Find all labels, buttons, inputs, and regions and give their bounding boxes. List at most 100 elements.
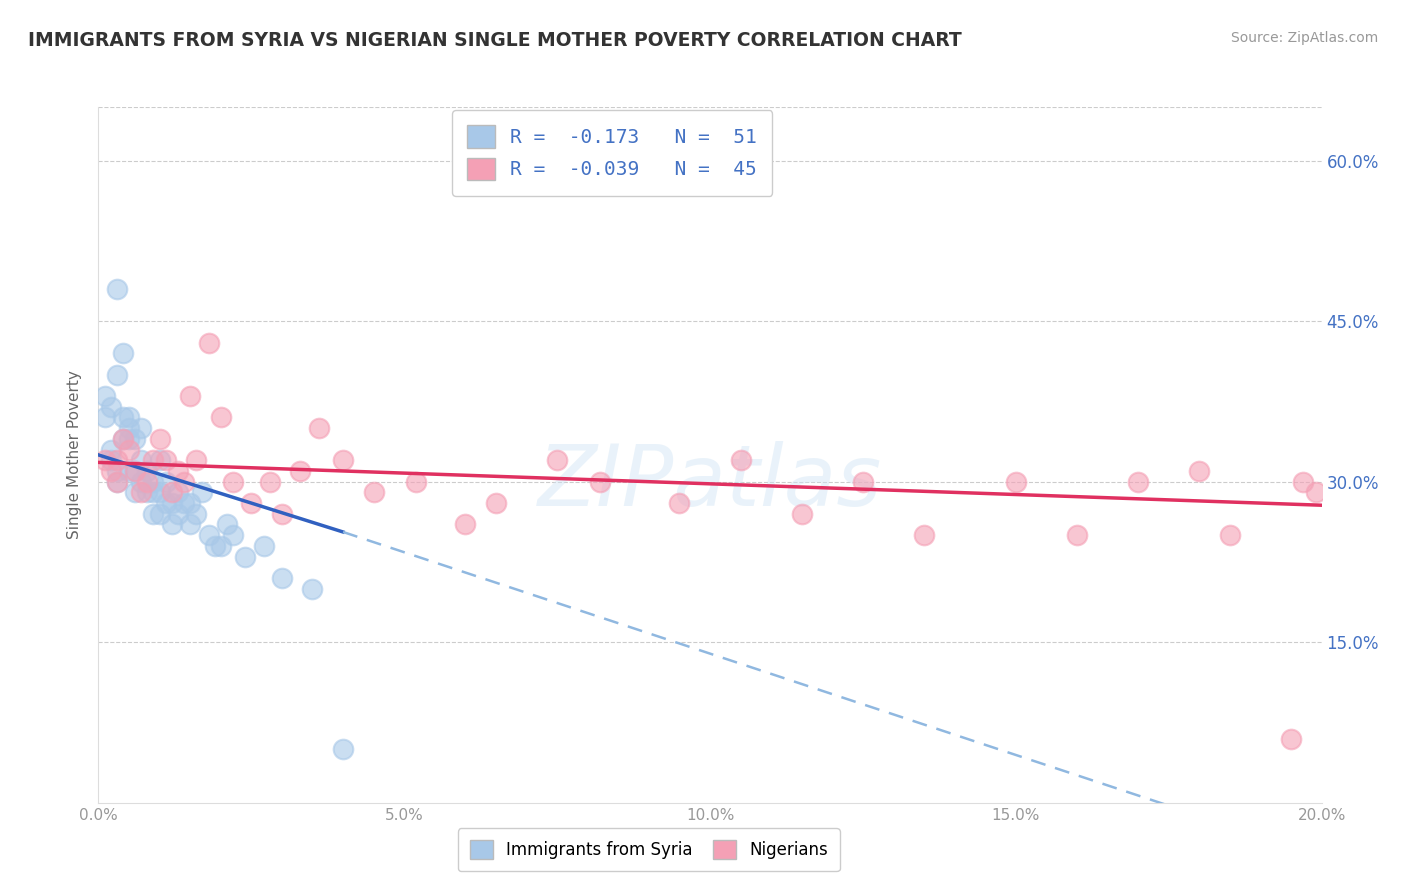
Point xyxy=(290,464,312,478)
Point xyxy=(179,389,201,403)
Point xyxy=(149,507,172,521)
Point xyxy=(668,496,690,510)
Point xyxy=(912,528,935,542)
Point xyxy=(259,475,281,489)
Point xyxy=(100,442,122,457)
Point xyxy=(105,282,128,296)
Point xyxy=(222,475,245,489)
Point xyxy=(105,475,128,489)
Point xyxy=(111,432,134,446)
Point xyxy=(100,453,122,467)
Point xyxy=(136,464,159,478)
Point xyxy=(124,464,146,478)
Point xyxy=(142,475,165,489)
Point xyxy=(129,453,152,467)
Point xyxy=(209,539,232,553)
Point xyxy=(215,517,238,532)
Point xyxy=(160,496,183,510)
Point xyxy=(100,400,122,414)
Point xyxy=(118,432,141,446)
Point xyxy=(142,485,165,500)
Point xyxy=(308,421,330,435)
Point xyxy=(142,453,165,467)
Point xyxy=(222,528,245,542)
Point xyxy=(149,453,172,467)
Point xyxy=(160,485,183,500)
Point xyxy=(93,453,115,467)
Point xyxy=(129,485,152,500)
Point xyxy=(118,442,141,457)
Point xyxy=(186,453,208,467)
Point xyxy=(173,496,195,510)
Point xyxy=(1188,464,1211,478)
Point xyxy=(93,389,115,403)
Point xyxy=(1279,731,1302,746)
Point xyxy=(790,507,813,521)
Point xyxy=(589,475,612,489)
Point xyxy=(105,453,128,467)
Point xyxy=(167,464,190,478)
Point xyxy=(136,485,159,500)
Text: IMMIGRANTS FROM SYRIA VS NIGERIAN SINGLE MOTHER POVERTY CORRELATION CHART: IMMIGRANTS FROM SYRIA VS NIGERIAN SINGLE… xyxy=(28,31,962,50)
Point xyxy=(191,485,214,500)
Point xyxy=(136,475,159,489)
Point xyxy=(1219,528,1241,542)
Point xyxy=(118,410,141,425)
Point xyxy=(270,507,292,521)
Point xyxy=(233,549,256,564)
Point xyxy=(730,453,752,467)
Point xyxy=(186,507,208,521)
Point xyxy=(363,485,385,500)
Point xyxy=(111,432,134,446)
Point xyxy=(197,335,219,350)
Point xyxy=(1066,528,1088,542)
Point xyxy=(852,475,875,489)
Point xyxy=(332,453,354,467)
Point xyxy=(111,410,134,425)
Point xyxy=(129,421,152,435)
Point xyxy=(155,453,177,467)
Point xyxy=(100,464,122,478)
Point xyxy=(105,475,128,489)
Point xyxy=(149,485,172,500)
Point xyxy=(105,368,128,382)
Point xyxy=(179,496,201,510)
Point xyxy=(118,421,141,435)
Point xyxy=(155,496,177,510)
Point xyxy=(546,453,568,467)
Text: ZIPatlas: ZIPatlas xyxy=(538,442,882,524)
Point xyxy=(270,571,292,585)
Point xyxy=(124,432,146,446)
Point xyxy=(111,346,134,360)
Point xyxy=(155,475,177,489)
Y-axis label: Single Mother Poverty: Single Mother Poverty xyxy=(67,370,83,540)
Point xyxy=(93,410,115,425)
Legend: Immigrants from Syria, Nigerians: Immigrants from Syria, Nigerians xyxy=(458,829,839,871)
Point xyxy=(1004,475,1026,489)
Point xyxy=(209,410,232,425)
Point xyxy=(173,475,195,489)
Point xyxy=(197,528,219,542)
Point xyxy=(124,485,146,500)
Point xyxy=(105,464,128,478)
Point xyxy=(118,464,141,478)
Point xyxy=(301,582,323,596)
Point xyxy=(124,464,146,478)
Point xyxy=(167,507,190,521)
Point xyxy=(240,496,263,510)
Point xyxy=(454,517,477,532)
Point xyxy=(1292,475,1315,489)
Point xyxy=(485,496,508,510)
Point xyxy=(1305,485,1327,500)
Point xyxy=(142,507,165,521)
Point xyxy=(129,475,152,489)
Point xyxy=(160,517,183,532)
Point xyxy=(204,539,226,553)
Point xyxy=(167,485,190,500)
Point xyxy=(332,742,354,756)
Point xyxy=(405,475,427,489)
Point xyxy=(1128,475,1150,489)
Point xyxy=(252,539,274,553)
Point xyxy=(149,432,172,446)
Text: Source: ZipAtlas.com: Source: ZipAtlas.com xyxy=(1230,31,1378,45)
